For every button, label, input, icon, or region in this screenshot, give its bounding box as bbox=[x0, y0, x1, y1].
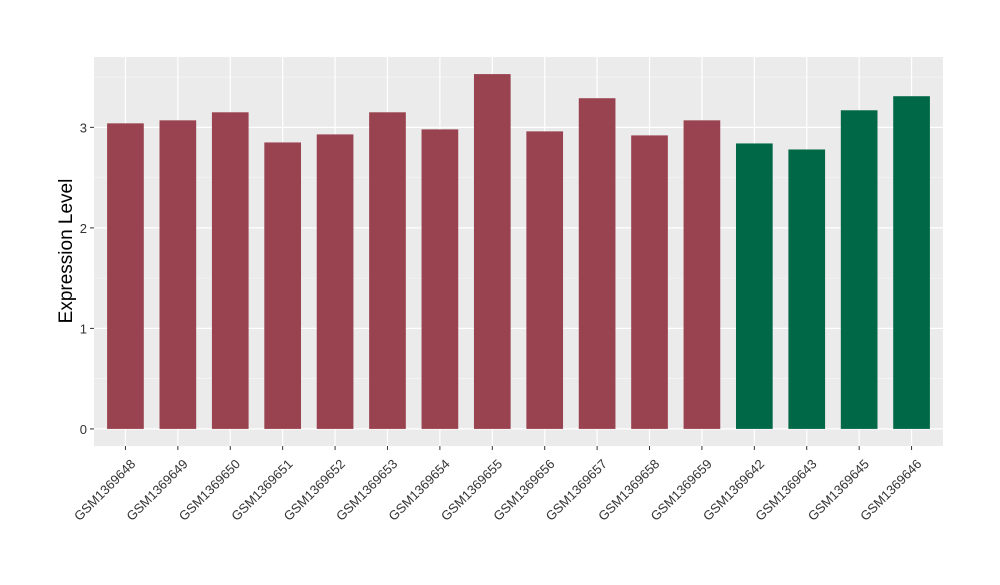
y-tick-label: 0 bbox=[80, 422, 87, 437]
bar-GSM1369659 bbox=[683, 120, 721, 429]
bar-GSM1369649 bbox=[159, 120, 197, 429]
y-axis-label: Expression Level bbox=[56, 179, 77, 324]
bar-GSM1369655 bbox=[473, 74, 511, 429]
bar-GSM1369650 bbox=[211, 112, 249, 429]
bars bbox=[107, 74, 930, 429]
bar-GSM1369648 bbox=[107, 123, 144, 429]
bar-GSM1369643 bbox=[788, 149, 826, 429]
bar-GSM1369646 bbox=[893, 96, 930, 429]
bar-GSM1369654 bbox=[421, 129, 459, 429]
bar-GSM1369651 bbox=[264, 142, 302, 429]
y-tick-label: 2 bbox=[80, 221, 87, 236]
bar-GSM1369642 bbox=[735, 143, 773, 429]
bar-GSM1369658 bbox=[631, 135, 668, 429]
x-axis-ticks: GSM1369648GSM1369649GSM1369650GSM1369651… bbox=[71, 446, 924, 524]
bar-GSM1369657 bbox=[578, 98, 616, 429]
bar-GSM1369653 bbox=[369, 112, 406, 429]
y-tick-label: 3 bbox=[80, 120, 87, 135]
y-axis-ticks: 0 1 2 3 bbox=[80, 120, 94, 437]
bar-GSM1369645 bbox=[840, 110, 878, 429]
bar-GSM1369656 bbox=[526, 131, 564, 429]
y-tick-label: 1 bbox=[80, 321, 87, 336]
bar-GSM1369652 bbox=[316, 134, 354, 429]
